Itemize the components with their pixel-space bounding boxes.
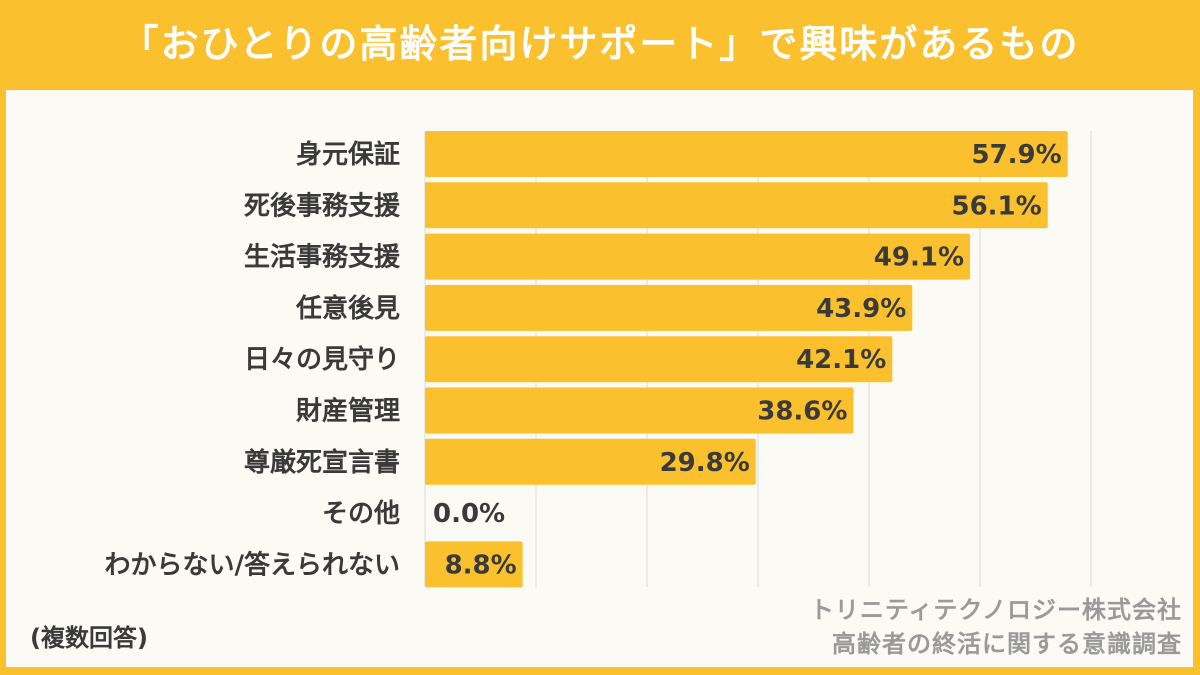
bar (425, 284, 913, 331)
multiple-answer-note: (複数回答) (30, 624, 148, 652)
data-label: 8.8% (445, 550, 517, 580)
data-label: 29.8% (660, 448, 750, 478)
chart-title: 「おひとりの高齢者向けサポート」で興味があるもの (120, 22, 1080, 66)
source-credit: トリニティテクノロジー株式会社 高齢者の終活に関する意識調査 (810, 593, 1182, 661)
category-label: 財産管理 (296, 396, 400, 427)
category-label: わからない/答えられない (105, 549, 401, 580)
data-label: 43.9% (816, 294, 906, 324)
bar (425, 336, 893, 383)
category-label: その他 (322, 499, 400, 529)
bar (425, 233, 971, 280)
bar (425, 182, 1048, 229)
data-label: 38.6% (757, 397, 847, 427)
data-label: 49.1% (874, 243, 964, 273)
data-label: 0.0% (433, 499, 505, 529)
source-company: トリニティテクノロジー株式会社 (809, 596, 1182, 624)
data-label: 57.9% (971, 140, 1061, 170)
category-label: 日々の見守り (244, 344, 400, 375)
source-survey: 高齢者の終活に関する意識調査 (832, 630, 1182, 658)
data-label: 56.1% (952, 191, 1042, 221)
category-label: 任意後見 (295, 293, 400, 324)
category-label: 生活事務支援 (244, 243, 401, 273)
data-label: 42.1% (796, 345, 886, 375)
bar (425, 387, 854, 434)
category-label: 身元保証 (296, 139, 400, 170)
bar (425, 131, 1068, 177)
bar (425, 541, 523, 588)
category-label: 死後事務支援 (244, 190, 401, 221)
bar (425, 438, 756, 485)
category-label: 尊厳死宣言書 (244, 447, 400, 478)
